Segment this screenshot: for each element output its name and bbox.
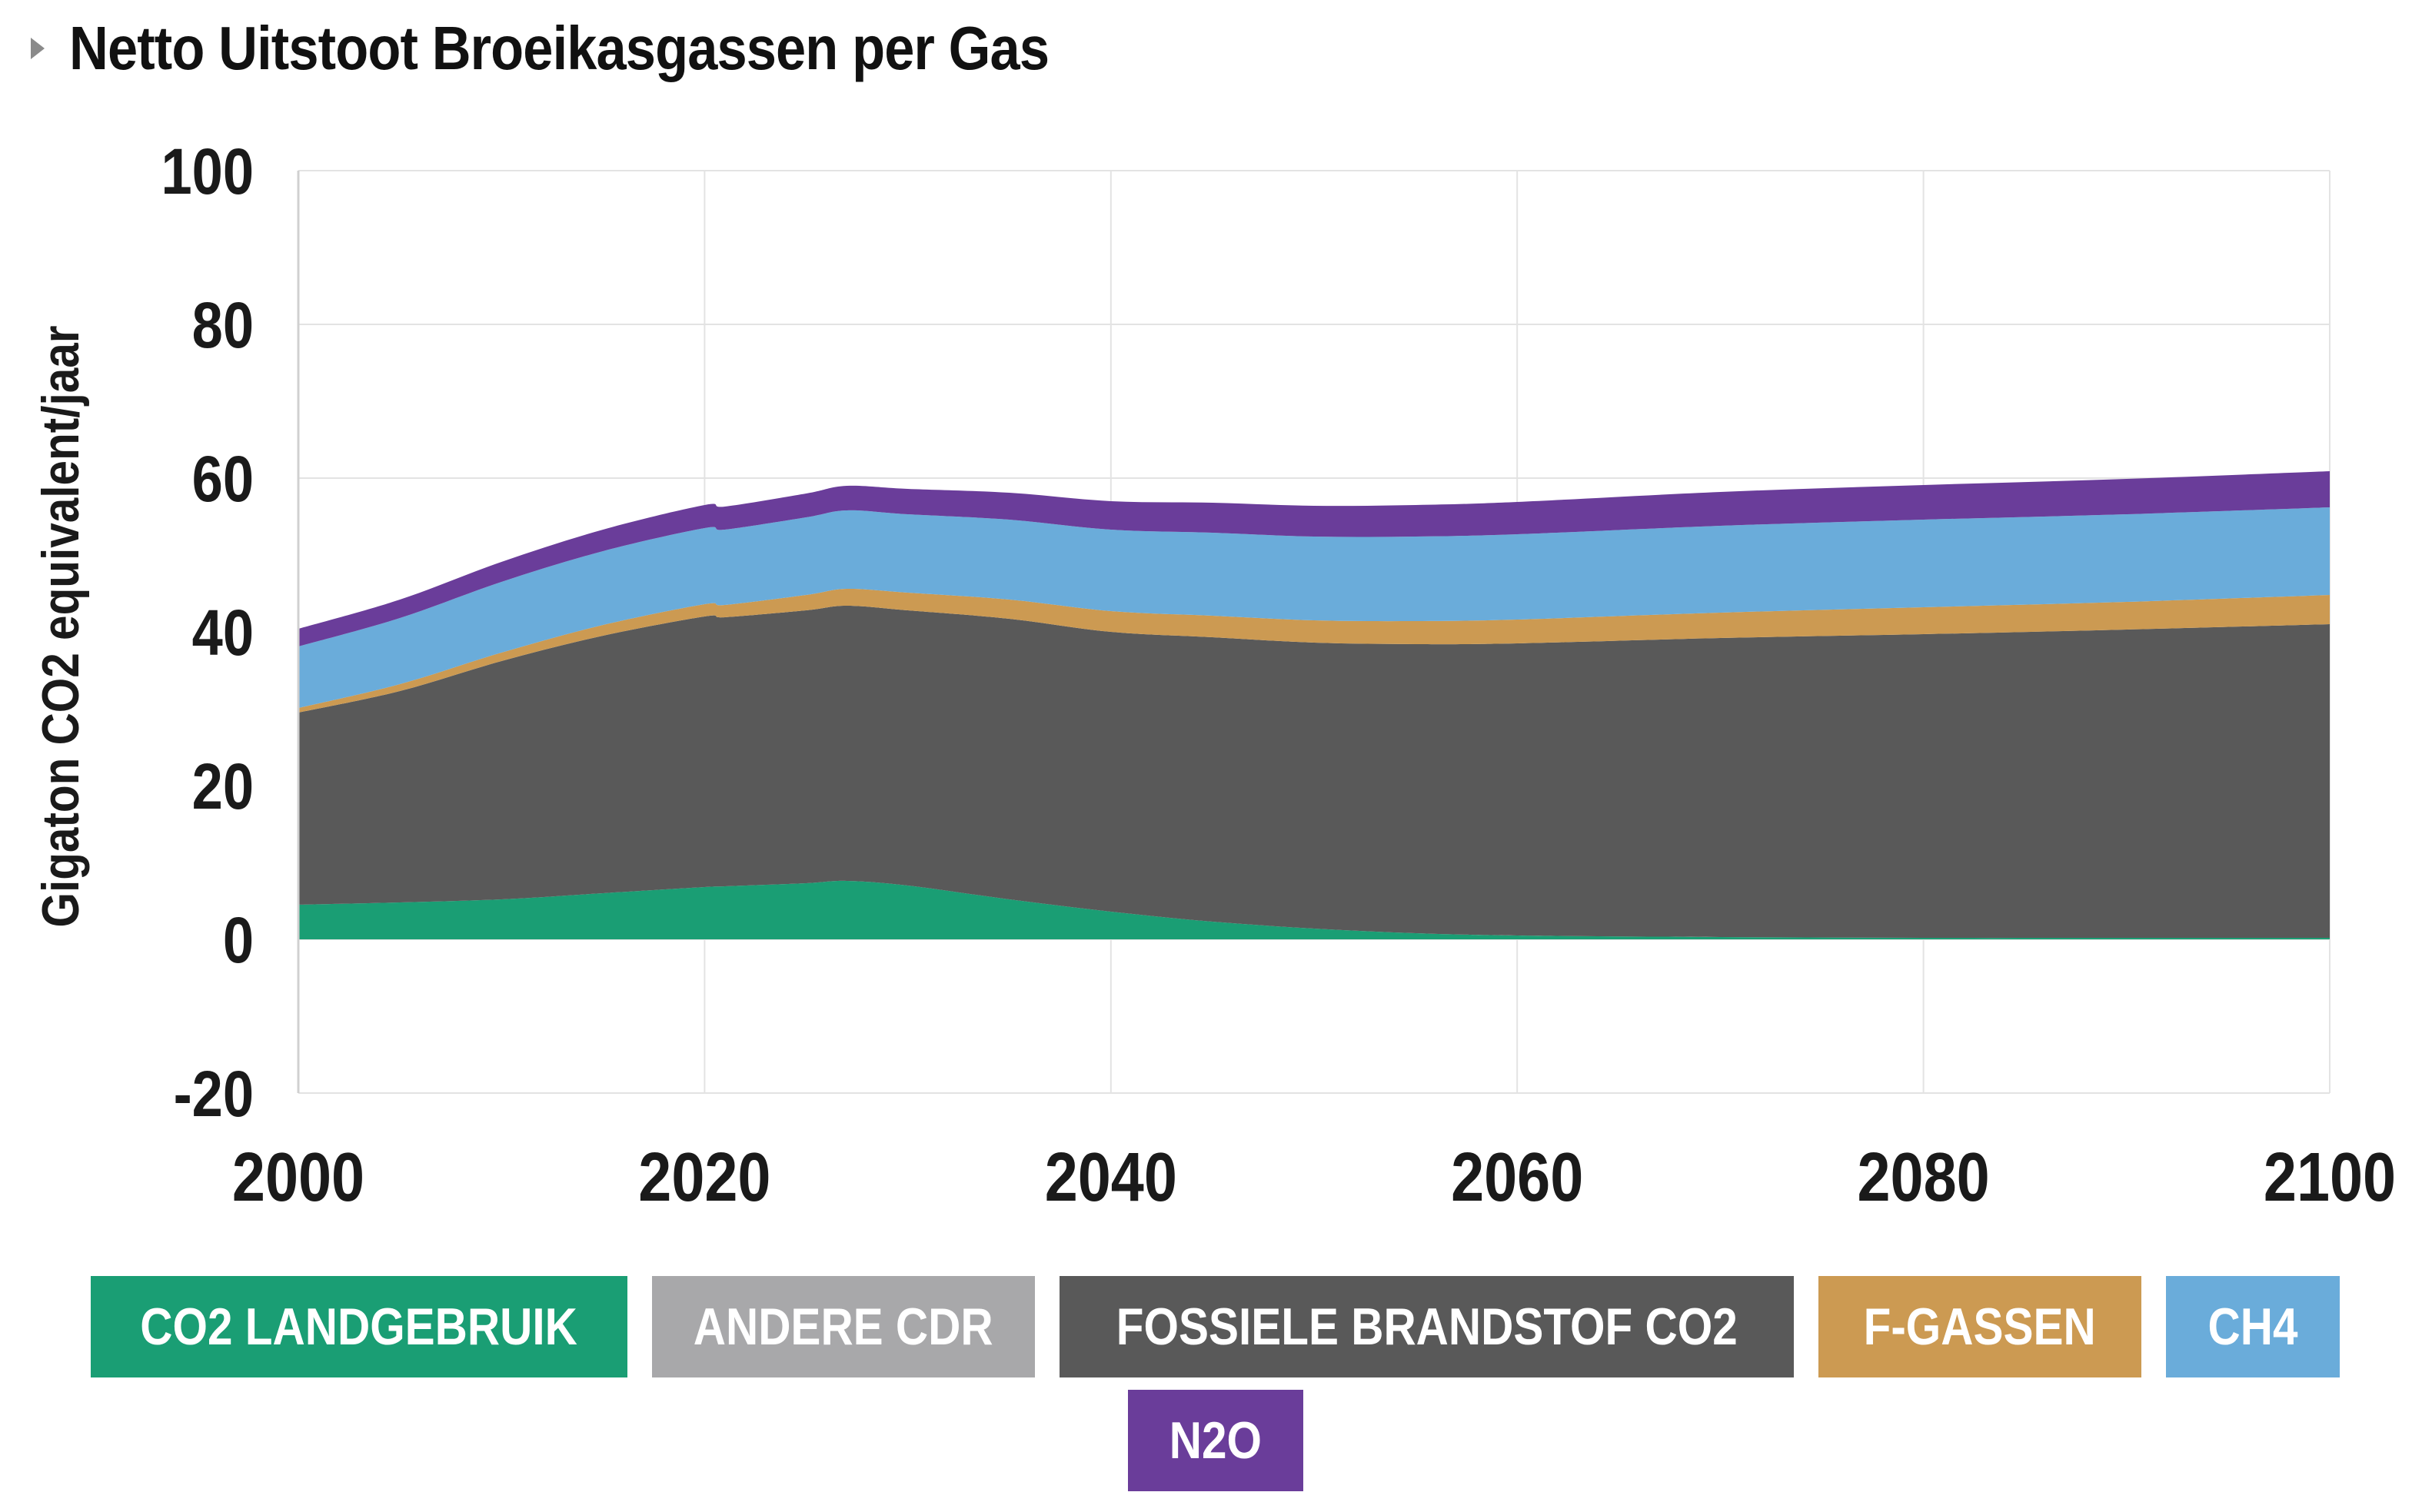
y-tick-label: 20 bbox=[192, 750, 254, 822]
y-axis-title: Gigaton CO2 equivalent/jaar bbox=[32, 325, 90, 927]
area-series-n2o bbox=[298, 471, 2330, 646]
x-tick-label: 2020 bbox=[638, 1138, 770, 1216]
x-tick-label: 2100 bbox=[2264, 1138, 2396, 1216]
x-tick-label: 2040 bbox=[1045, 1138, 1177, 1216]
collapse-caret-icon[interactable] bbox=[31, 38, 45, 59]
legend-item-ch4[interactable]: CH4 bbox=[2166, 1276, 2340, 1377]
legend-item-f-gassen[interactable]: F-GASSEN bbox=[1818, 1276, 2141, 1377]
y-tick-label: 0 bbox=[223, 904, 254, 976]
legend-label: CH4 bbox=[2207, 1298, 2298, 1356]
legend-item-andere-cdr[interactable]: ANDERE CDR bbox=[652, 1276, 1035, 1377]
legend-item-fossiele-brandstof-co2[interactable]: FOSSIELE BRANDSTOF CO2 bbox=[1060, 1276, 1794, 1377]
legend-label: CO2 LANDGEBRUIK bbox=[140, 1298, 578, 1356]
y-tick-label: 100 bbox=[161, 135, 254, 208]
chart-header: Netto Uitstoot Broeikasgassen per Gas bbox=[31, 6, 1183, 91]
legend-label: FOSSIELE BRANDSTOF CO2 bbox=[1116, 1298, 1738, 1356]
y-tick-label: 40 bbox=[192, 596, 254, 669]
legend-row: N2O bbox=[1128, 1390, 1303, 1491]
x-tick-label: 2080 bbox=[1858, 1138, 1990, 1216]
y-tick-label: -20 bbox=[174, 1058, 254, 1130]
area-series-co2-landgebruik bbox=[298, 880, 2330, 939]
x-tick-label: 2060 bbox=[1451, 1138, 1583, 1216]
legend-item-co2-landgebruik[interactable]: CO2 LANDGEBRUIK bbox=[91, 1276, 627, 1377]
x-tick-label: 2000 bbox=[232, 1138, 364, 1216]
legend-label: F-GASSEN bbox=[1863, 1298, 2097, 1356]
area-series-f-gassen bbox=[298, 588, 2330, 713]
area-series-ch4 bbox=[298, 507, 2330, 708]
legend-label: N2O bbox=[1169, 1411, 1263, 1470]
area-series-fossiele-brandstof-co2 bbox=[298, 606, 2330, 939]
y-tick-label: 60 bbox=[192, 443, 254, 515]
legend-item-n2o[interactable]: N2O bbox=[1128, 1390, 1303, 1491]
legend-label: ANDERE CDR bbox=[694, 1298, 993, 1356]
chart-title: Netto Uitstoot Broeikasgassen per Gas bbox=[69, 14, 1050, 82]
legend-row: CO2 LANDGEBRUIK ANDERE CDR FOSSIELE BRANDS… bbox=[91, 1276, 2340, 1377]
y-tick-label: 80 bbox=[192, 289, 254, 361]
